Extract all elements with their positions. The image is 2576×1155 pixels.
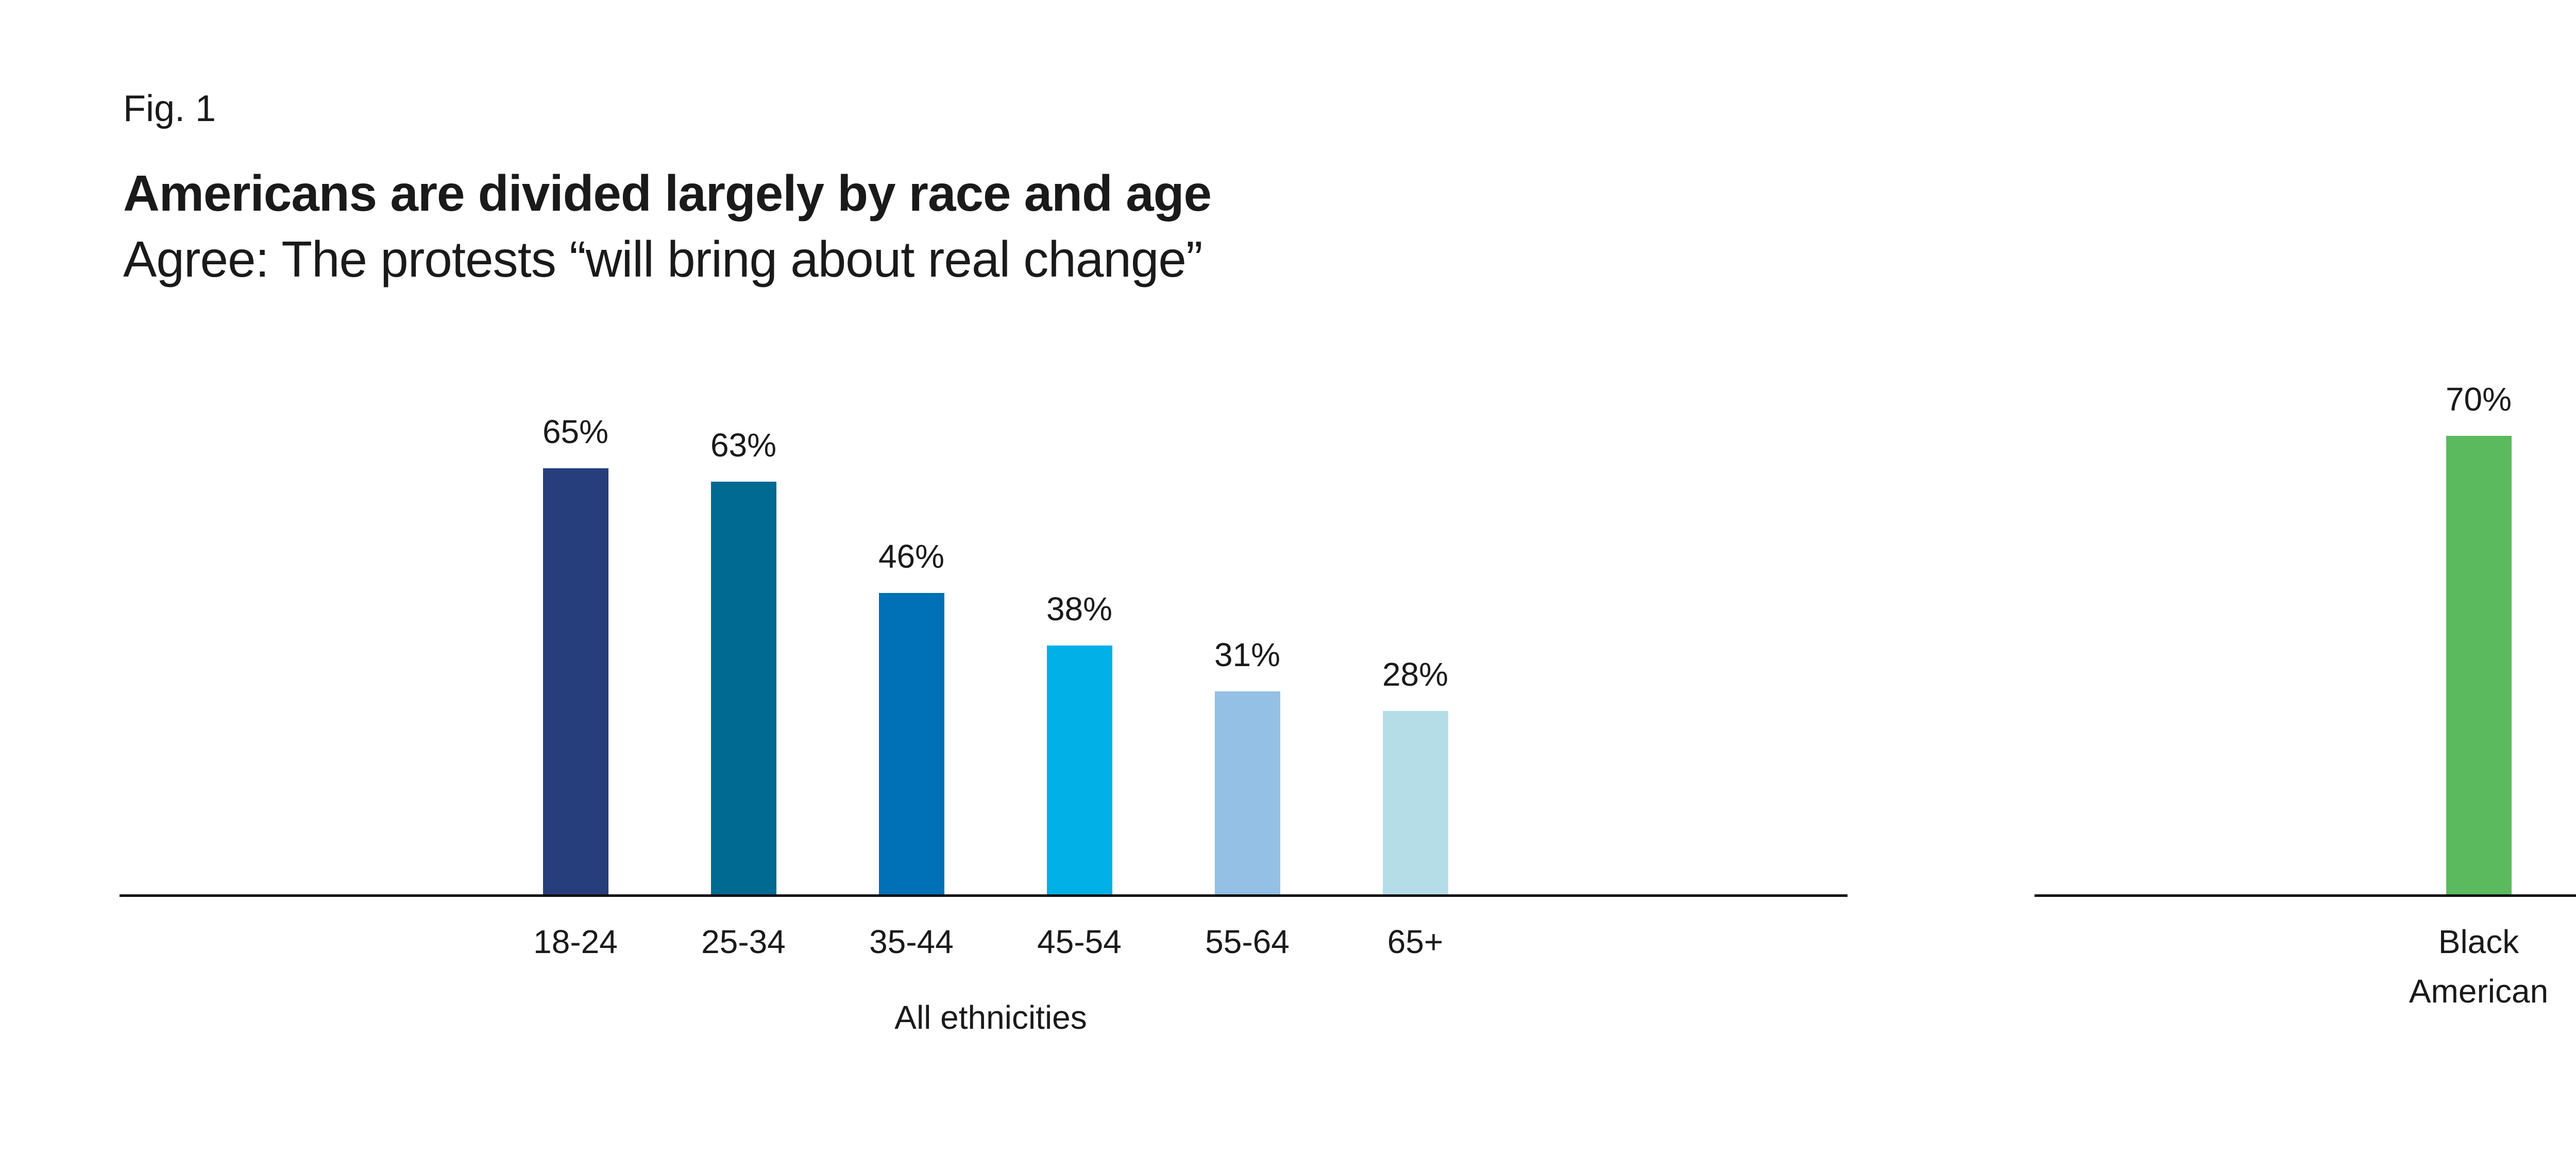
- bar-agreement-by-race-1: [2446, 436, 2512, 894]
- bar-value-label: 31%: [1214, 636, 1281, 673]
- x-tick-label: 18-24: [533, 923, 618, 960]
- bar-value-label: 38%: [1046, 590, 1113, 627]
- chart-title: Americans are divided largely by race an…: [123, 165, 1212, 222]
- x-tick-label: Black American: [2409, 923, 2549, 1010]
- bar-agreement-by-age-1: [543, 468, 608, 894]
- bar-agreement-by-age-3: [878, 593, 944, 894]
- bar-value-label: 63%: [710, 427, 777, 464]
- bar-agreement-by-age-5: [1214, 691, 1280, 894]
- figure-number-label: Fig. 1: [123, 88, 216, 129]
- chart-subtitle: Agree: The protests “will bring about re…: [123, 231, 1202, 287]
- x-axis-left: [120, 894, 1848, 897]
- x-tick-label: 65+: [1387, 923, 1444, 960]
- bar-value-label: 28%: [1382, 656, 1449, 693]
- bar-value-label: 70%: [2445, 381, 2512, 418]
- bar-agreement-by-age-2: [710, 482, 776, 894]
- x-tick-label: 55-64: [1205, 923, 1290, 960]
- x-axis-right: [2035, 894, 2576, 897]
- bar-value-label: 46%: [878, 538, 945, 575]
- x-axis-group-label: All ethnicities: [894, 999, 1087, 1036]
- x-tick-label: White American: [2558, 917, 2576, 1016]
- x-tick-label: 25-34: [701, 923, 786, 960]
- bar-agreement-by-age-6: [1382, 711, 1448, 894]
- x-tick-label: 35-44: [869, 923, 954, 960]
- bar-value-label: 65%: [542, 413, 609, 450]
- x-tick-label: 45-54: [1037, 923, 1122, 960]
- bar-agreement-by-age-4: [1046, 646, 1112, 894]
